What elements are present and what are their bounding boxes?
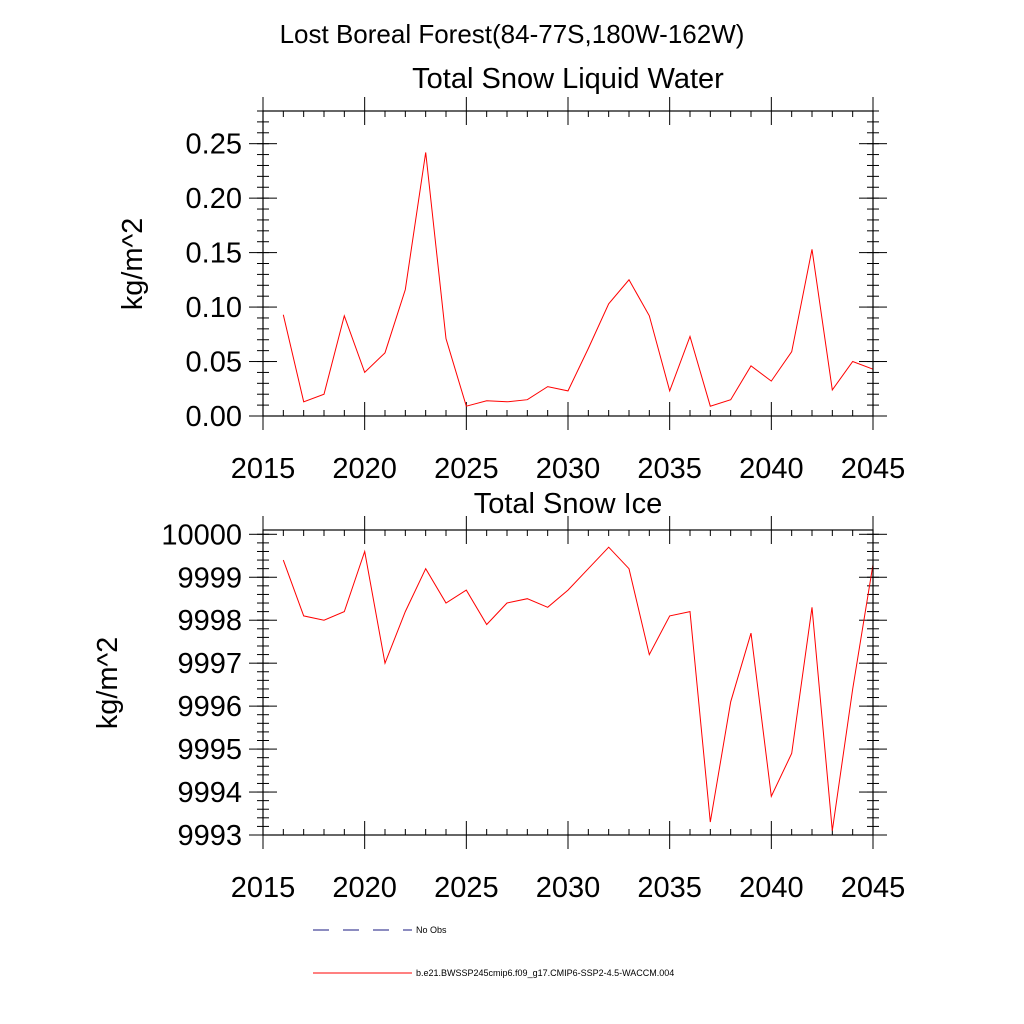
legend-model-label: b.e21.BWSSP245cmip6.f09_g17.CMIP6-SSP2-4… — [416, 968, 674, 978]
axis-ticks — [249, 516, 887, 849]
x-tick-label: 2020 — [332, 453, 397, 485]
y-tick-label: 0.25 — [186, 129, 242, 161]
tick-labels: 2015 2020 2025 2030 2035 2040 2045 9993 9994 9995… — [161, 519, 905, 904]
chart-title: Total Snow Liquid Water — [412, 63, 724, 95]
x-tick-label: 2020 — [332, 872, 397, 904]
x-tick-label: 2025 — [434, 453, 499, 485]
axis-ticks — [249, 97, 887, 430]
figure-title: Lost Boreal Forest(84-77S,180W-162W) — [280, 19, 745, 49]
series-line — [282, 546, 874, 831]
legend-obs-label: No Obs — [416, 925, 447, 935]
x-tick-label: 2045 — [841, 453, 906, 485]
y-tick-label: 0.15 — [186, 238, 242, 270]
y-tick-label: 9995 — [177, 734, 242, 766]
x-tick-label: 2030 — [536, 872, 601, 904]
y-tick-label: 9993 — [177, 820, 242, 852]
x-tick-label: 2040 — [739, 453, 804, 485]
y-axis-label: kg/m^2 — [117, 218, 149, 311]
y-tick-label: 0.20 — [186, 183, 242, 215]
legend: No Obs b.e21.BWSSP245cmip6.f09_g17.CMIP6… — [313, 925, 674, 978]
y-axis-label: kg/m^2 — [92, 637, 124, 730]
y-tick-label: 9994 — [177, 777, 242, 809]
y-tick-label: 0.00 — [186, 401, 242, 433]
y-tick-label: 9997 — [177, 648, 242, 680]
x-tick-label: 2045 — [841, 872, 906, 904]
x-tick-label: 2035 — [637, 872, 702, 904]
tick-labels: 2015 2020 2025 2030 2035 2040 2045 0.00 0.05 0.10… — [186, 129, 906, 485]
series-marks — [282, 152, 874, 407]
x-tick-label: 2040 — [739, 872, 804, 904]
y-tick-label: 0.10 — [186, 292, 242, 324]
y-tick-label: 10000 — [161, 519, 242, 551]
x-tick-label: 2030 — [536, 453, 601, 485]
chart-liquid-water: Total Snow Liquid Water kg/m^2 2015 2020 2… — [117, 63, 905, 485]
chart-snow-ice: Total Snow Ice kg/m^2 2015 2020 2025 2030 20… — [92, 488, 905, 904]
chart-title: Total Snow Ice — [474, 488, 663, 520]
y-tick-label: 9998 — [177, 605, 242, 637]
x-tick-label: 2035 — [637, 453, 702, 485]
y-tick-label: 9999 — [177, 562, 242, 594]
y-tick-label: 0.05 — [186, 347, 242, 379]
plot-frame — [262, 529, 874, 836]
plot-frame — [262, 110, 874, 417]
series-marks — [282, 546, 874, 831]
x-tick-label: 2025 — [434, 872, 499, 904]
x-tick-label: 2015 — [231, 453, 296, 485]
series-line — [282, 152, 874, 407]
x-tick-label: 2015 — [231, 872, 296, 904]
y-tick-label: 9996 — [177, 691, 242, 723]
